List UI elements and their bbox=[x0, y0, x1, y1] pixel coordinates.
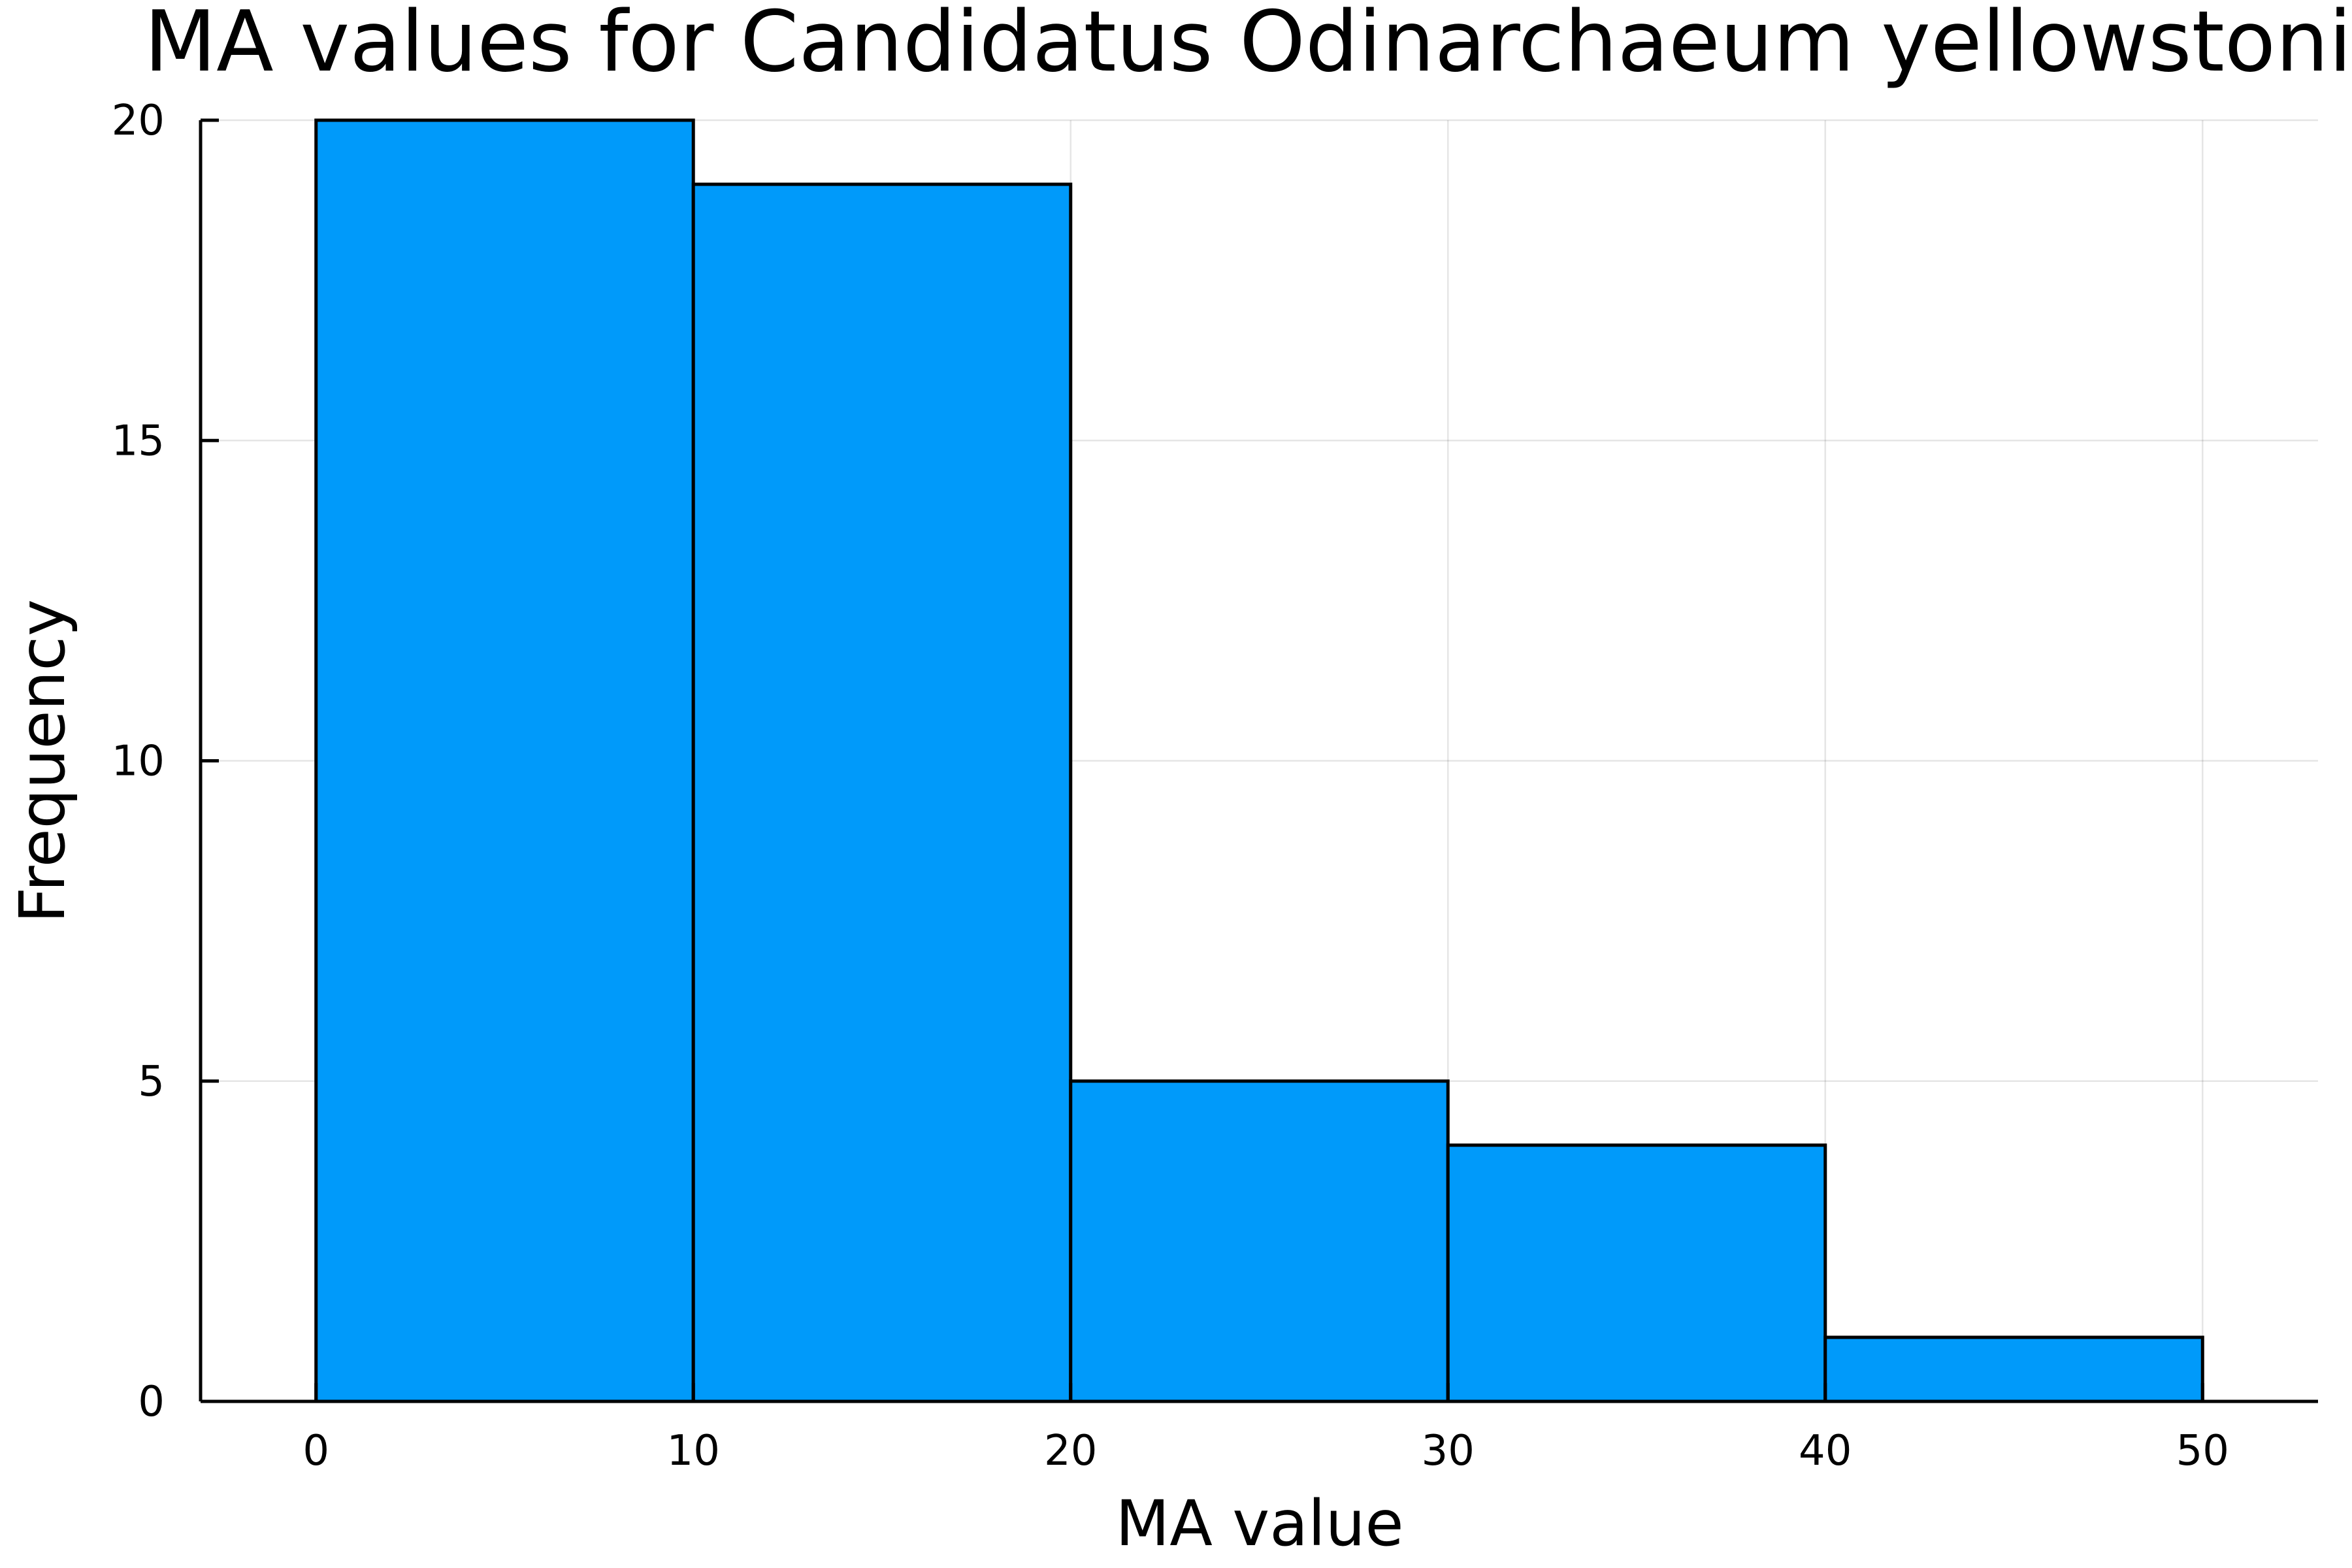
x-axis-label: MA value bbox=[1115, 1487, 1403, 1560]
chart-title: MA values for Candidatus Odinarchaeum ye… bbox=[144, 0, 2352, 91]
x-tick-label: 30 bbox=[1422, 1427, 1475, 1475]
y-tick-label: 15 bbox=[112, 417, 165, 465]
x-tick-label: 40 bbox=[1799, 1427, 1852, 1475]
y-ticks: 0 5 10 15 20 bbox=[112, 97, 219, 1426]
histogram-bar bbox=[691, 182, 1073, 1403]
histogram-bar bbox=[314, 118, 695, 1403]
x-ticks: 0 10 20 30 40 50 bbox=[302, 1383, 2229, 1475]
x-tick-label: 0 bbox=[302, 1427, 329, 1475]
y-tick-label: 5 bbox=[138, 1058, 165, 1106]
x-tick-label: 20 bbox=[1044, 1427, 1097, 1475]
x-tick-label: 50 bbox=[2176, 1427, 2229, 1475]
y-tick-label: 10 bbox=[112, 738, 165, 786]
y-tick-label: 0 bbox=[138, 1378, 165, 1426]
y-tick-label: 20 bbox=[112, 97, 165, 145]
histogram-bar bbox=[1823, 1335, 2204, 1403]
histogram-bar bbox=[1069, 1079, 1450, 1403]
histogram-bar bbox=[1446, 1143, 1827, 1403]
bars bbox=[314, 118, 2204, 1403]
x-tick-label: 10 bbox=[667, 1427, 720, 1475]
y-axis-label: Frequency bbox=[6, 599, 79, 923]
